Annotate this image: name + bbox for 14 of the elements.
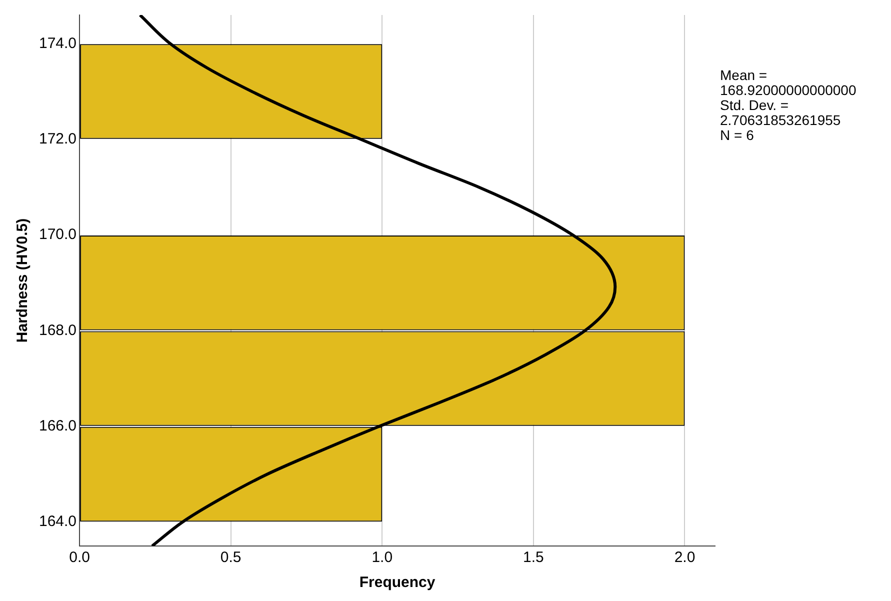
y-tick-label: 166.0 <box>38 418 77 435</box>
y-tick-label: 172.0 <box>38 130 77 148</box>
x-tick-label: 0.0 <box>69 549 90 566</box>
x-tick-label: 1.5 <box>523 549 544 566</box>
y-tick-label: 168.0 <box>38 322 77 339</box>
y-tick-label: 174.0 <box>38 34 77 52</box>
text: Mean = 168.92000000000000 Std. Dev. = 2.70631853261955 N = 6 <box>720 67 856 143</box>
x-tick-label: 0.5 <box>220 549 242 566</box>
x-tick-label: 2.0 <box>674 549 696 566</box>
x-tick-label: 1.0 <box>372 549 393 566</box>
y-axis-title: Hardness (HV0.5) <box>14 218 32 343</box>
y-tick-label: 170.0 <box>38 226 77 244</box>
y-tick-label: 164.0 <box>38 513 77 530</box>
x-axis-title: Frequency <box>359 574 436 592</box>
